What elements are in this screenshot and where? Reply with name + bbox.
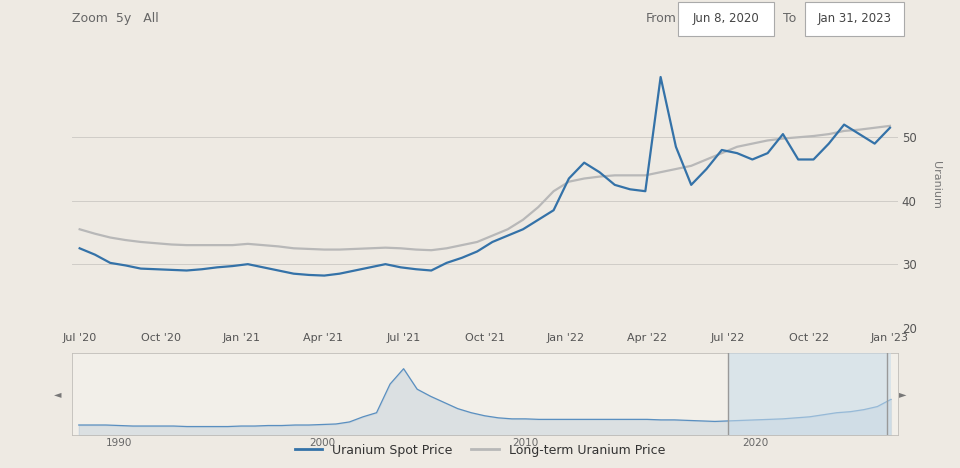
Text: Zoom  5y   All: Zoom 5y All bbox=[72, 12, 158, 25]
Y-axis label: Uranium: Uranium bbox=[931, 161, 941, 209]
Text: Jan 31, 2023: Jan 31, 2023 bbox=[818, 12, 892, 25]
Text: ►: ► bbox=[899, 389, 906, 399]
Text: To: To bbox=[782, 12, 796, 25]
Text: Jun 8, 2020: Jun 8, 2020 bbox=[692, 12, 759, 25]
FancyBboxPatch shape bbox=[678, 2, 774, 36]
Legend: Uranium Spot Price, Long-term Uranium Price: Uranium Spot Price, Long-term Uranium Pr… bbox=[290, 439, 670, 462]
Text: From: From bbox=[646, 12, 677, 25]
FancyBboxPatch shape bbox=[805, 2, 904, 36]
Bar bbox=[729, 353, 891, 435]
Text: ◄: ◄ bbox=[54, 389, 61, 399]
